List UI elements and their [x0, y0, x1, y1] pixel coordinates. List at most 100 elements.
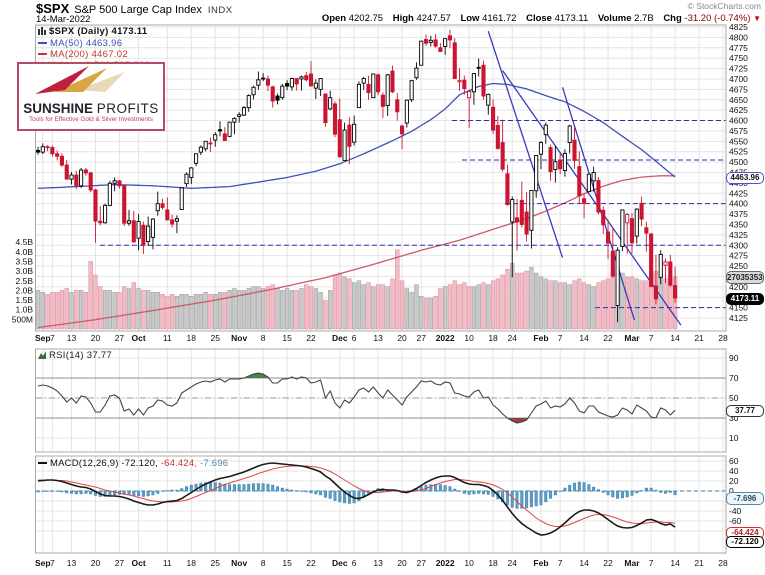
ma50-line-icon	[38, 42, 47, 45]
svg-text:4525: 4525	[729, 147, 748, 157]
svg-text:4275: 4275	[729, 251, 748, 261]
close-value: 4173.11	[554, 13, 589, 24]
close-label: Close	[526, 13, 552, 24]
svg-text:20: 20	[729, 476, 739, 486]
rsi-area-icon	[38, 351, 46, 362]
svg-text:4350: 4350	[729, 219, 748, 229]
svg-text:4825: 4825	[729, 22, 748, 32]
svg-text:25: 25	[211, 333, 221, 343]
svg-text:Oct: Oct	[132, 558, 146, 568]
svg-text:70: 70	[729, 373, 739, 383]
svg-text:4800: 4800	[729, 32, 748, 42]
svg-text:18: 18	[488, 333, 498, 343]
down-triangle-icon: ▼	[753, 14, 761, 23]
svg-text:8: 8	[261, 558, 266, 568]
svg-text:11: 11	[163, 333, 172, 343]
macd-signal-text: -64.424,	[157, 458, 198, 469]
svg-text:4775: 4775	[729, 43, 748, 53]
macd-panel-label: MACD(12,26,9) -72.120, -64.424, -7.696	[38, 458, 228, 469]
svg-text:-60: -60	[729, 516, 742, 526]
logo-tagline: Tools for Effective Gold & Silver Invest…	[29, 116, 153, 123]
svg-text:40: 40	[729, 466, 739, 476]
svg-text:21: 21	[694, 558, 704, 568]
legend-ma200-text: MA(200) 4467.02	[50, 49, 128, 60]
svg-text:4675: 4675	[729, 84, 748, 94]
svg-text:4700: 4700	[729, 74, 748, 84]
svg-text:20: 20	[91, 333, 101, 343]
open-value: 4202.75	[348, 13, 384, 24]
svg-text:27: 27	[115, 333, 125, 343]
svg-text:20: 20	[91, 558, 101, 568]
svg-text:28: 28	[718, 558, 728, 568]
logo-arrow-icon	[35, 66, 125, 94]
svg-text:6: 6	[352, 558, 357, 568]
svg-text:25: 25	[211, 558, 221, 568]
svg-text:4400: 4400	[729, 199, 748, 209]
svg-text:13: 13	[67, 558, 77, 568]
svg-text:15: 15	[282, 558, 292, 568]
svg-text:Nov: Nov	[231, 333, 247, 343]
svg-text:0: 0	[729, 486, 734, 496]
ma50-price-callout: 4463.96	[726, 171, 764, 185]
sunshine-profits-logo: SUNSHINE PROFITS Tools for Effective Gol…	[17, 62, 165, 131]
svg-text:22: 22	[603, 558, 613, 568]
svg-text:2022: 2022	[436, 558, 455, 568]
svg-text:7: 7	[558, 333, 563, 343]
svg-text:Dec: Dec	[332, 333, 348, 343]
macd-hist-text: -7.696	[197, 458, 229, 469]
svg-text:4650: 4650	[729, 95, 748, 105]
legend-symbol-text: $SPX (Daily) 4173.11	[49, 26, 148, 37]
copyright-note: © StockCharts.com	[687, 1, 761, 11]
svg-text:10: 10	[464, 333, 474, 343]
svg-text:7: 7	[649, 558, 654, 568]
svg-text:28: 28	[718, 333, 728, 343]
svg-text:14: 14	[579, 333, 589, 343]
svg-text:14: 14	[670, 558, 680, 568]
svg-text:4550: 4550	[729, 136, 748, 146]
svg-text:2.0B: 2.0B	[16, 285, 34, 295]
svg-text:8: 8	[261, 333, 266, 343]
macd-line-callout: -72.120	[726, 535, 764, 549]
chg-value: -31.20 (-0.74%)	[684, 13, 751, 24]
exchange-label: INDX	[207, 5, 233, 16]
chg-label: Chg	[663, 13, 682, 24]
svg-text:4325: 4325	[729, 230, 748, 240]
ma200-line-icon	[38, 53, 47, 56]
svg-text:Mar: Mar	[624, 333, 640, 343]
svg-text:14: 14	[579, 558, 589, 568]
svg-text:3.5B: 3.5B	[16, 256, 34, 266]
svg-text:4600: 4600	[729, 116, 748, 126]
svg-text:22: 22	[306, 333, 316, 343]
svg-text:13: 13	[373, 558, 383, 568]
svg-text:15: 15	[282, 333, 292, 343]
low-value: 4161.72	[482, 13, 517, 24]
rsi-value-callout: 37.77	[726, 404, 764, 418]
svg-text:Sep: Sep	[35, 333, 51, 343]
logo-word-profits: PROFITS	[96, 101, 159, 116]
svg-text:7: 7	[50, 333, 55, 343]
svg-text:Sep: Sep	[35, 558, 51, 568]
svg-text:22: 22	[306, 558, 316, 568]
svg-text:4200: 4200	[729, 282, 748, 292]
last-price-callout: 4173.11	[726, 292, 764, 306]
candle-chart-icon	[38, 27, 46, 38]
index-name: S&P 500 Large Cap Index	[74, 4, 202, 16]
svg-text:21: 21	[694, 333, 704, 343]
svg-text:500M: 500M	[12, 314, 33, 324]
ticker-symbol: $SPX	[36, 1, 70, 16]
svg-text:30: 30	[729, 413, 739, 423]
chart-header: $SPX S&P 500 Large Cap Index INDX	[36, 0, 233, 16]
svg-text:60: 60	[729, 456, 739, 466]
legend-ma50-text: MA(50) 4463.96	[50, 38, 123, 49]
svg-text:4725: 4725	[729, 64, 748, 74]
macd-value-text: MACD(12,26,9) -72.120,	[50, 458, 158, 469]
svg-text:13: 13	[67, 333, 77, 343]
svg-text:4300: 4300	[729, 240, 748, 250]
svg-text:50: 50	[729, 393, 739, 403]
volume-value: 2.7B	[634, 13, 654, 24]
rsi-panel-label: RSI(14) 37.77	[38, 350, 112, 362]
legend-ma50-row: MA(50) 4463.96	[38, 38, 150, 49]
svg-text:2.5B: 2.5B	[16, 276, 34, 286]
svg-text:4575: 4575	[729, 126, 748, 136]
svg-text:Mar: Mar	[624, 558, 640, 568]
